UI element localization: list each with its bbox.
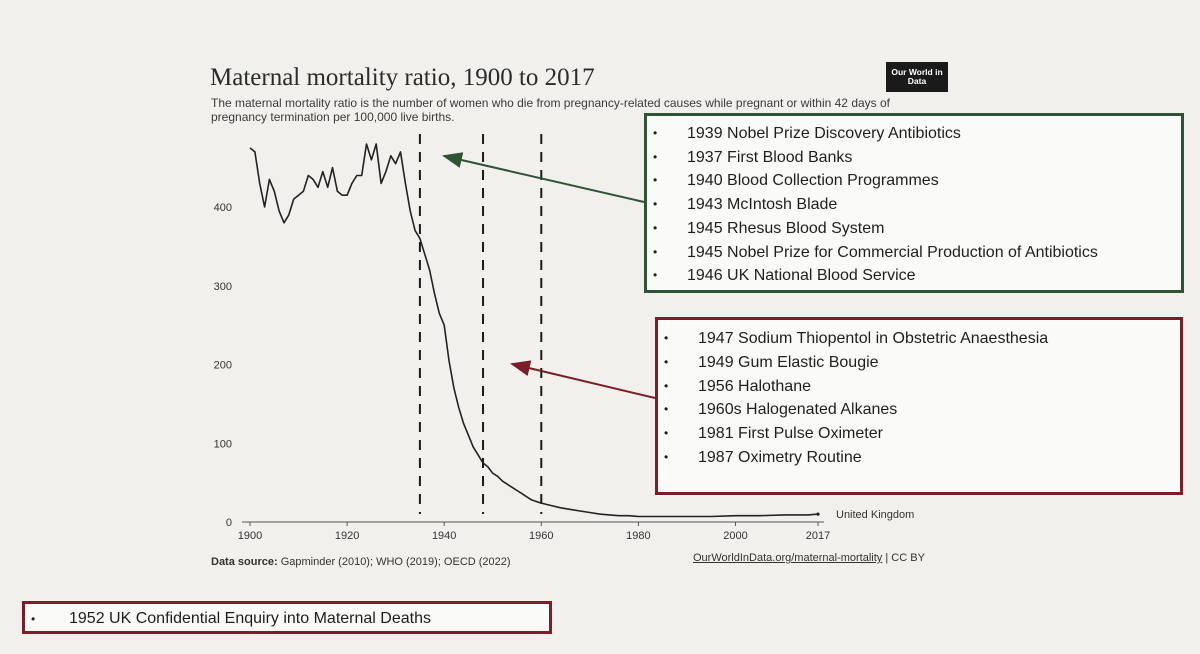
chart-title: Maternal mortality ratio, 1900 to 2017 <box>210 64 595 91</box>
bottom-annotation-list: 1952 UK Confidential Enquiry into Matern… <box>25 609 549 629</box>
license-text: | CC BY <box>885 552 925 564</box>
y-tick-label: 200 <box>214 360 232 372</box>
series-label: United Kingdom <box>836 509 914 521</box>
green-annotation-item: 1939 Nobel Prize Discovery Antibiotics <box>647 122 1181 146</box>
y-tick-label: 100 <box>214 438 232 450</box>
red-annotation-box: 1947 Sodium Thiopentol in Obstetric Anae… <box>655 317 1183 495</box>
green-annotation-item: 1946 UK National Blood Service <box>647 264 1181 288</box>
source-label: Data source: <box>211 556 278 568</box>
series-line <box>249 143 819 518</box>
bottom-annotation-box: 1952 UK Confidential Enquiry into Matern… <box>22 601 552 634</box>
bottom-annotation-item: 1952 UK Confidential Enquiry into Matern… <box>25 609 549 629</box>
x-tick-label: 1940 <box>432 530 456 542</box>
green-annotation-arrow <box>442 152 645 203</box>
green-annotation-item: 1940 Blood Collection Programmes <box>647 169 1181 193</box>
red-annotation-item: 1947 Sodium Thiopentol in Obstetric Anae… <box>658 327 1180 351</box>
x-tick-label: 1960 <box>529 530 553 542</box>
green-annotation-item: 1945 Rhesus Blood System <box>647 217 1181 241</box>
chart-subtitle: The maternal mortality ratio is the numb… <box>211 96 891 124</box>
x-tick-label: 1980 <box>626 530 650 542</box>
owid-link-text[interactable]: OurWorldInData.org/maternal-mortality <box>693 552 883 564</box>
green-annotation-item: 1937 First Blood Banks <box>647 146 1181 170</box>
red-annotation-item: 1956 Halothane <box>658 375 1180 399</box>
green-annotation-box: 1939 Nobel Prize Discovery Antibiotics19… <box>644 113 1184 293</box>
x-tick-label: 2000 <box>723 530 747 542</box>
red-annotation-arrow <box>510 360 656 399</box>
red-annotation-item: 1949 Gum Elastic Bougie <box>658 351 1180 375</box>
x-tick-label: 2017 <box>806 530 830 542</box>
green-annotation-item: 1945 Nobel Prize for Commercial Producti… <box>647 241 1181 265</box>
y-tick-label: 400 <box>214 202 232 214</box>
red-annotation-list: 1947 Sodium Thiopentol in Obstetric Anae… <box>658 327 1180 470</box>
red-annotation-item: 1981 First Pulse Oximeter <box>658 422 1180 446</box>
green-annotation-item: 1943 McIntosh Blade <box>647 193 1181 217</box>
series-end-point <box>816 512 820 516</box>
x-tick-label: 1920 <box>335 530 359 542</box>
owid-link[interactable]: OurWorldInData.org/maternal-mortality | … <box>693 552 925 564</box>
owid-logo: Our World in Data <box>886 62 948 92</box>
y-tick-label: 0 <box>226 517 232 529</box>
green-annotation-list: 1939 Nobel Prize Discovery Antibiotics19… <box>647 122 1181 288</box>
source-note: Data source: Gapminder (2010); WHO (2019… <box>211 556 511 568</box>
red-annotation-item: 1960s Halogenated Alkanes <box>658 398 1180 422</box>
source-text: Gapminder (2010); WHO (2019); OECD (2022… <box>280 556 511 568</box>
y-tick-label: 300 <box>214 281 232 293</box>
red-annotation-item: 1987 Oximetry Routine <box>658 446 1180 470</box>
x-tick-label: 1900 <box>238 530 262 542</box>
